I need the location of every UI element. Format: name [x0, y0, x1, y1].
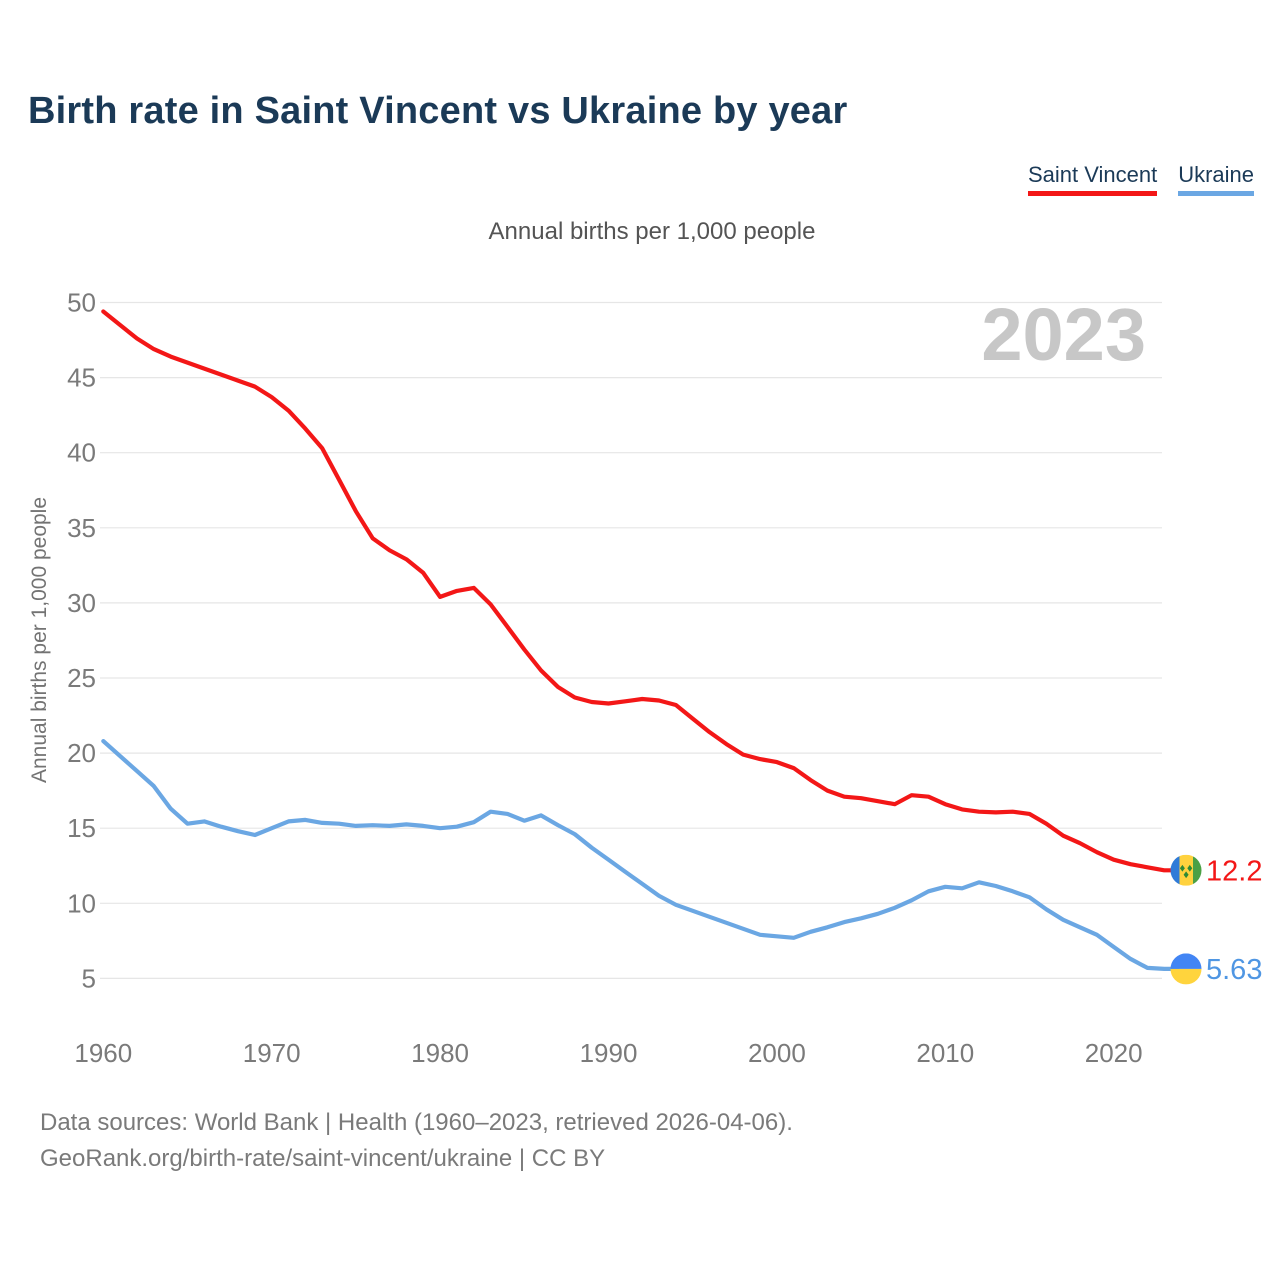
flag-saint-vincent-blue-stripe [1170, 854, 1180, 886]
flag-saint-vincent-green-stripe [1193, 854, 1202, 886]
y-axis-title: Annual births per 1,000 people [28, 497, 51, 783]
flag-saint-vincent-diamonds [1179, 864, 1193, 879]
x-tick-label-2020: 2020 [1085, 1038, 1143, 1068]
y-tick-label-40: 40 [67, 438, 96, 468]
legend-item-saint-vincent[interactable]: Saint Vincent [1027, 162, 1158, 196]
x-tick-label-1970: 1970 [243, 1038, 301, 1068]
footer-attribution: GeoRank.org/birth-rate/saint-vincent/ukr… [40, 1145, 606, 1172]
chart-subtitle: Annual births per 1,000 people [488, 218, 816, 245]
y-tick-label-35: 35 [67, 513, 96, 543]
x-tick-label-1960: 1960 [74, 1038, 132, 1068]
y-tick-label-15: 15 [67, 813, 96, 843]
y-tick-label-45: 45 [67, 363, 96, 393]
page-title: Birth rate in Saint Vincent vs Ukraine b… [28, 90, 848, 132]
flag-saint-vincent-gold-stripe [1179, 854, 1193, 886]
y-tick-label-5: 5 [82, 963, 96, 993]
watermark-year: 2023 [981, 293, 1146, 376]
y-tick-label-25: 25 [67, 663, 96, 693]
flag-ukraine-gold-half [1170, 968, 1202, 985]
series-line-ukraine[interactable] [101, 738, 1180, 972]
y-tick-label-20: 20 [67, 738, 96, 768]
y-tick-label-10: 10 [67, 888, 96, 918]
end-value-label-ukraine: 5.63 [1206, 954, 1262, 986]
x-tick-label-1980: 1980 [411, 1038, 469, 1068]
legend-item-ukraine[interactable]: Ukraine [1178, 162, 1254, 196]
chart-legend: Saint Vincent Ukraine [1027, 162, 1254, 196]
x-tick-label-2010: 2010 [916, 1038, 974, 1068]
x-tick-label-2000: 2000 [748, 1038, 806, 1068]
footer-data-sources: Data sources: World Bank | Health (1960–… [40, 1109, 793, 1136]
y-tick-label-50: 50 [67, 288, 96, 318]
flag-ukraine-blue-half [1170, 953, 1202, 969]
chart-footer: Data sources: World Bank | Health (1960–… [40, 1105, 793, 1177]
y-tick-label-30: 30 [67, 588, 96, 618]
x-tick-label-1990: 1990 [580, 1038, 638, 1068]
end-value-label-saint-vincent: 12.2 [1206, 855, 1262, 887]
series-line-saint-vincent[interactable] [101, 309, 1180, 873]
